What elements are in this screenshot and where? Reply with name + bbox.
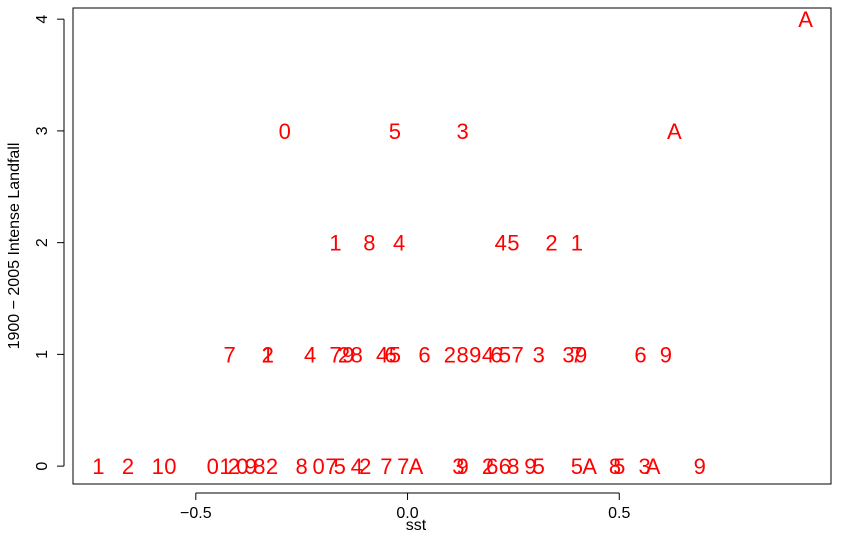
data-point: 7 xyxy=(224,342,236,367)
data-point: 5 xyxy=(533,454,545,479)
data-point: 2 xyxy=(262,342,274,367)
y-axis-title: 1900 − 2005 Intense Landfall xyxy=(6,143,23,350)
data-point: 8 xyxy=(507,454,519,479)
data-point: 3 xyxy=(456,119,468,144)
data-point: 9 xyxy=(660,342,672,367)
data-point: 6 xyxy=(634,342,646,367)
data-point: 6 xyxy=(486,454,498,479)
data-point: 4 xyxy=(482,342,494,367)
data-point: 4 xyxy=(495,231,507,256)
data-point: 8 xyxy=(351,342,363,367)
x-axis-title: sst xyxy=(406,517,427,534)
data-point: 2 xyxy=(338,342,350,367)
data-point: 5 xyxy=(613,454,625,479)
data-point: 7 xyxy=(571,342,583,367)
data-point: 4 xyxy=(304,342,316,367)
data-point: 1 xyxy=(329,231,341,256)
data-point: 9 xyxy=(575,342,587,367)
y-axis: 0 1 2 3 4 xyxy=(34,15,65,471)
data-point: 5 xyxy=(499,342,511,367)
data-point: 9 xyxy=(245,454,257,479)
data-point: 7 xyxy=(512,342,524,367)
data-point: 3 xyxy=(452,454,464,479)
data-point: 5 xyxy=(507,231,519,256)
data-point: 2 xyxy=(359,454,371,479)
data-point: 1 xyxy=(262,342,274,367)
data-point: 8 xyxy=(296,454,308,479)
y-tick-label: 3 xyxy=(34,126,51,135)
data-point: 7 xyxy=(325,454,337,479)
data-point: A xyxy=(798,7,813,32)
y-tick-label: 0 xyxy=(34,462,51,471)
data-point: 8 xyxy=(253,454,265,479)
data-point: 9 xyxy=(524,454,536,479)
data-point: 5 xyxy=(571,454,583,479)
data-point: 2 xyxy=(266,454,278,479)
data-point: 8 xyxy=(363,231,375,256)
data-point: 9 xyxy=(694,454,706,479)
data-point: 4 xyxy=(351,454,363,479)
data-point: 9 xyxy=(342,342,354,367)
data-point: 1 xyxy=(92,454,104,479)
data-point: 9 xyxy=(469,342,481,367)
data-point: 7 xyxy=(397,454,409,479)
data-point: 0 xyxy=(164,454,176,479)
y-tick-label: 2 xyxy=(34,238,51,247)
data-point: 7 xyxy=(329,342,341,367)
data-point: 5 xyxy=(389,342,401,367)
data-point: 6 xyxy=(418,342,430,367)
data-point: 6 xyxy=(384,342,396,367)
data-point: A xyxy=(409,454,424,479)
x-tick-label: 0.5 xyxy=(608,505,630,522)
data-point: 4 xyxy=(376,342,388,367)
data-point: 0 xyxy=(207,454,219,479)
data-point: 0 xyxy=(312,454,324,479)
data-point: 6 xyxy=(499,454,511,479)
data-point: 2 xyxy=(482,454,494,479)
data-point: 1 xyxy=(152,454,164,479)
data-point: 0 xyxy=(279,119,291,144)
data-point: A xyxy=(667,119,682,144)
data-point: 2 xyxy=(444,342,456,367)
data-point: 8 xyxy=(609,454,621,479)
data-point: A xyxy=(646,454,661,479)
data-point: 1 xyxy=(571,231,583,256)
data-point: 8 xyxy=(456,342,468,367)
plot-box xyxy=(72,7,832,485)
data-point: 3 xyxy=(639,454,651,479)
data-point: 2 xyxy=(228,454,240,479)
data-point: 1 xyxy=(219,454,231,479)
data-point: 7 xyxy=(380,454,392,479)
data-point: 0 xyxy=(236,454,248,479)
data-point: 3 xyxy=(533,342,545,367)
data-point: 2 xyxy=(545,231,557,256)
x-tick-label: 0.0 xyxy=(396,505,418,522)
x-axis: −0.5 0.0 0.5 xyxy=(180,492,630,522)
data-point: 9 xyxy=(456,454,468,479)
data-point: 5 xyxy=(389,119,401,144)
x-tick-label: −0.5 xyxy=(180,505,212,522)
data-point: 2 xyxy=(122,454,134,479)
y-tick-label: 1 xyxy=(34,350,51,359)
data-point: A xyxy=(582,454,597,479)
data-point: 3 xyxy=(562,342,574,367)
data-point: 6 xyxy=(490,342,502,367)
data-point: 4 xyxy=(393,231,405,256)
data-point: 5 xyxy=(334,454,346,479)
y-tick-label: 4 xyxy=(34,15,51,24)
